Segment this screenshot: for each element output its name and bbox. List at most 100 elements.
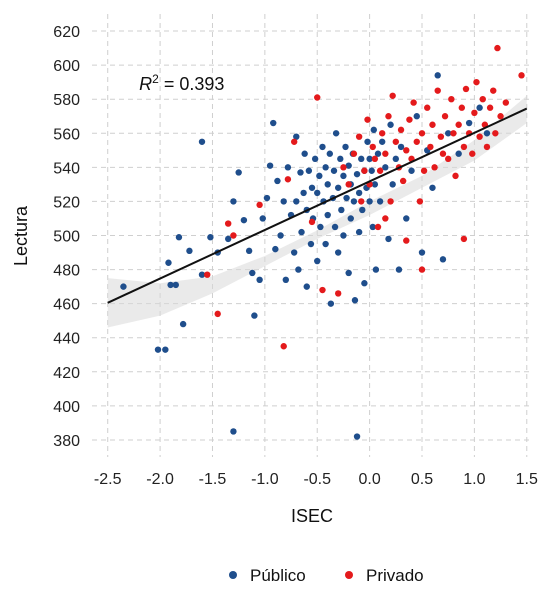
point-publico	[324, 181, 331, 188]
point-privado	[308, 218, 316, 226]
point-publico	[303, 283, 310, 290]
point-privado	[460, 143, 468, 151]
point-publico	[277, 232, 284, 239]
y-tick-label: 380	[53, 433, 80, 450]
legend-label-privado: Privado	[366, 566, 424, 585]
point-publico	[198, 138, 206, 145]
point-publico	[364, 138, 371, 145]
point-publico	[322, 164, 329, 171]
point-privado	[473, 78, 480, 86]
point-privado	[479, 95, 486, 103]
point-privado	[290, 138, 298, 145]
x-tick-label: -2.0	[146, 471, 174, 488]
point-publico	[439, 256, 447, 263]
point-privado	[410, 99, 417, 106]
point-publico	[355, 189, 363, 197]
point-publico	[370, 126, 378, 134]
point-publico	[207, 234, 214, 241]
point-publico	[372, 266, 380, 273]
y-tick-label: 580	[53, 92, 80, 109]
point-publico	[343, 194, 350, 202]
point-publico	[256, 276, 263, 283]
point-publico	[293, 198, 300, 205]
point-publico	[351, 297, 359, 304]
point-privado	[444, 155, 452, 163]
point-privado	[369, 143, 376, 151]
point-privado	[518, 72, 525, 79]
point-privado	[427, 143, 434, 151]
point-publico	[397, 143, 405, 151]
point-publico	[165, 259, 172, 266]
point-privado	[361, 167, 368, 174]
point-privado	[214, 310, 221, 318]
point-privado	[448, 95, 455, 103]
point-publico	[297, 169, 304, 176]
point-privado	[256, 201, 263, 209]
point-privado	[355, 133, 363, 140]
y-axis-title: Lectura	[11, 205, 31, 266]
point-publico	[358, 155, 365, 163]
point-publico	[330, 167, 338, 174]
point-publico	[167, 281, 174, 289]
point-privado	[450, 130, 457, 137]
point-publico	[322, 240, 329, 248]
y-tick-label: 440	[53, 331, 80, 348]
point-privado	[376, 167, 384, 174]
point-privado	[492, 130, 499, 137]
point-privado	[460, 235, 468, 243]
point-publico	[259, 215, 266, 222]
point-privado	[494, 44, 501, 52]
point-privado	[387, 198, 394, 205]
point-publico	[240, 216, 248, 224]
point-publico	[418, 249, 426, 256]
point-publico	[345, 162, 352, 169]
point-publico	[337, 155, 344, 163]
point-privado	[420, 167, 428, 174]
regression-line	[107, 107, 528, 304]
point-publico	[342, 143, 349, 151]
point-privado	[434, 87, 441, 94]
point-privado	[483, 143, 491, 151]
x-axis-title: ISEC	[291, 506, 333, 526]
point-publico	[353, 170, 361, 178]
point-publico	[455, 150, 462, 157]
x-tick-label: 1.0	[463, 471, 485, 488]
point-publico	[371, 181, 379, 188]
point-privado	[406, 116, 413, 123]
point-privado	[371, 155, 379, 163]
point-publico	[326, 150, 334, 157]
point-publico	[345, 269, 352, 277]
point-publico	[270, 119, 277, 127]
x-tick-label: -1.0	[251, 471, 279, 488]
point-publico	[334, 249, 342, 256]
point-publico	[359, 206, 366, 214]
point-publico	[403, 215, 410, 222]
point-privado	[469, 150, 476, 157]
point-publico	[413, 113, 420, 120]
annotation-base: R	[139, 74, 152, 94]
point-privado	[204, 271, 211, 278]
point-publico	[295, 266, 302, 273]
point-publico	[272, 245, 279, 253]
y-tick-label: 500	[53, 229, 80, 246]
point-privado	[441, 113, 449, 120]
y-tick-labels: 380 400 420 440 460 480 500 520 540 560 580 600 620	[53, 24, 80, 450]
point-privado	[374, 223, 382, 231]
point-publico	[408, 167, 415, 174]
point-publico	[307, 240, 315, 248]
point-publico	[327, 300, 335, 307]
point-privado	[502, 99, 510, 106]
point-privado	[462, 85, 470, 93]
point-privado	[382, 215, 389, 222]
y-tick-label: 480	[53, 263, 80, 280]
point-privado	[437, 133, 445, 140]
point-publico	[444, 130, 452, 137]
point-publico	[305, 167, 313, 174]
point-publico	[378, 138, 386, 145]
point-publico	[245, 247, 253, 255]
point-publico	[483, 130, 491, 137]
point-privado	[382, 150, 389, 157]
point-publico	[476, 104, 483, 111]
point-publico	[332, 130, 340, 137]
legend-marker-publico	[229, 571, 237, 579]
